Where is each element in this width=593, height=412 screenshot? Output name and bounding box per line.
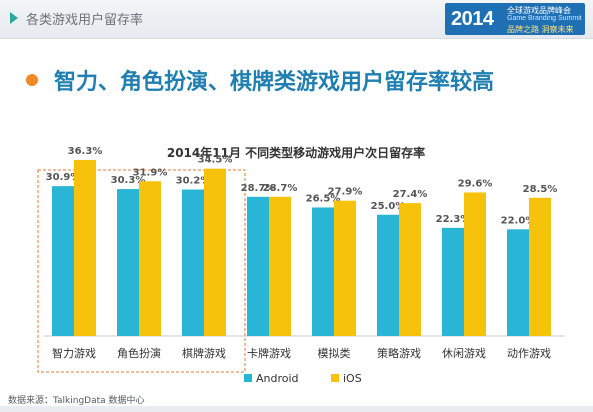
category-label: 动作游戏 <box>507 347 551 360</box>
logo-line3: 品牌之路 洞察未来 <box>507 25 574 34</box>
bar-android <box>377 214 399 336</box>
data-label-ios: 28.7% <box>263 183 298 194</box>
data-label-android: 25.0% <box>371 201 406 212</box>
legend-label-ios: iOS <box>343 372 362 385</box>
top-bar: 各类游戏用户留存率 2014 全球游戏品牌峰会 Game Branding Su… <box>0 0 593 39</box>
legend-swatch-ios <box>331 374 339 382</box>
bar-android <box>312 207 334 336</box>
bar-android <box>52 186 74 336</box>
data-label-android: 22.3% <box>436 214 471 225</box>
bullet-dot-icon <box>26 74 38 86</box>
category-label: 智力游戏 <box>52 346 96 360</box>
data-label-android: 22.0% <box>501 215 536 226</box>
highlight-box <box>37 169 246 373</box>
bar-android <box>507 229 529 336</box>
data-label-ios: 29.6% <box>458 178 493 189</box>
data-label-ios: 31.9% <box>133 167 168 178</box>
logo-line2: Game Branding Summit <box>507 15 582 22</box>
bar-android <box>442 227 464 336</box>
bar-android <box>247 196 269 336</box>
bar-android <box>182 189 204 336</box>
category-label: 棋牌游戏 <box>182 346 226 360</box>
data-label-ios: 34.5% <box>198 155 233 166</box>
section-arrow-icon <box>10 12 18 24</box>
event-logo: 2014 全球游戏品牌峰会 Game Branding Summit 品牌之路 … <box>445 3 585 35</box>
data-label-android: 30.3% <box>111 175 146 186</box>
category-label: 策略游戏 <box>377 346 421 360</box>
bar-ios <box>464 192 486 336</box>
bar-ios <box>204 168 226 336</box>
bar-ios <box>139 181 161 336</box>
logo-line1: 全球游戏品牌峰会 <box>507 6 571 15</box>
category-label: 卡牌游戏 <box>247 346 291 360</box>
headline: 智力、角色扮演、棋牌类游戏用户留存率较高 <box>54 70 495 95</box>
category-label: 模拟类 <box>318 346 351 360</box>
data-label-android: 30.2% <box>176 176 211 187</box>
bar-ios <box>269 196 291 336</box>
legend-swatch-android <box>244 374 252 382</box>
data-label-android: 30.9% <box>46 172 81 183</box>
category-label: 角色扮演 <box>117 346 161 360</box>
bar-ios <box>74 159 96 336</box>
data-label-ios: 27.4% <box>393 189 428 200</box>
section-title: 各类游戏用户留存率 <box>26 13 144 28</box>
bar-android <box>117 189 139 336</box>
logo-year: 2014 <box>451 8 494 30</box>
data-label-ios: 28.5% <box>523 184 558 195</box>
data-label-android: 28.7% <box>241 183 276 194</box>
bar-ios <box>334 200 356 336</box>
bar-ios <box>529 197 551 336</box>
data-label-ios: 36.3% <box>68 146 103 157</box>
category-label: 休闲游戏 <box>442 346 486 360</box>
bar-ios <box>399 203 421 336</box>
data-label-android: 26.5% <box>306 193 341 204</box>
chart-title: 2014年11月 不同类型移动游戏用户次日留存率 <box>167 145 425 160</box>
legend-label-android: Android <box>256 372 299 385</box>
data-label-ios: 27.9% <box>328 187 363 198</box>
source-note: 数据来源：TalkingData 数据中心 <box>8 396 145 406</box>
bottom-band <box>0 406 593 412</box>
